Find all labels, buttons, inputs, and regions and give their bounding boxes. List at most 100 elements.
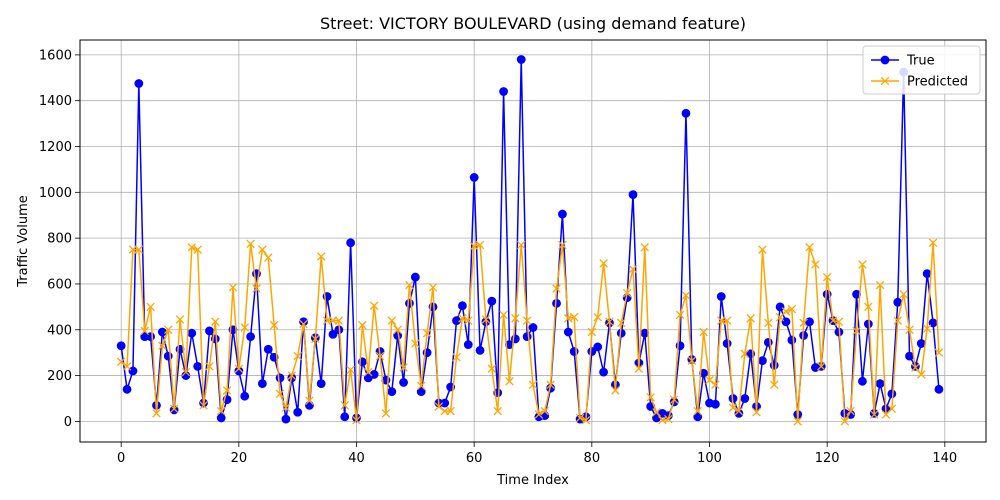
data-point-predicted xyxy=(375,351,385,361)
data-point-predicted xyxy=(599,259,608,268)
data-point-predicted xyxy=(781,307,791,316)
data-point-predicted xyxy=(787,304,797,314)
y-axis-label: Traffic Volume xyxy=(16,195,31,288)
y-tick-label: 200 xyxy=(47,369,72,384)
data-point-predicted xyxy=(646,393,655,402)
data-point-predicted xyxy=(464,316,473,325)
data-point-predicted xyxy=(181,367,191,377)
data-point-predicted xyxy=(917,370,926,379)
data-point-predicted xyxy=(505,377,514,386)
data-point-predicted xyxy=(634,364,644,373)
data-point-predicted xyxy=(305,396,314,406)
data-point-predicted xyxy=(158,341,167,351)
data-point-predicted xyxy=(822,272,832,282)
data-point-true xyxy=(858,376,867,386)
legend-item-predicted: Predicted xyxy=(871,75,968,90)
data-point-predicted xyxy=(728,403,738,412)
data-point-true xyxy=(863,319,873,329)
data-point-true xyxy=(516,55,526,64)
data-point-predicted xyxy=(693,406,702,416)
data-point-predicted xyxy=(163,325,173,335)
data-point-predicted xyxy=(746,314,755,323)
x-tick-label: 40 xyxy=(348,451,365,466)
data-point-predicted xyxy=(752,407,761,417)
data-point-predicted xyxy=(705,375,714,385)
data-point-predicted xyxy=(458,314,467,323)
data-point-predicted xyxy=(411,339,420,348)
data-point-predicted xyxy=(228,283,238,292)
data-point-true xyxy=(852,289,861,299)
data-point-true xyxy=(240,391,250,401)
legend-label: True xyxy=(906,54,935,69)
data-point-predicted xyxy=(905,325,914,335)
data-point-predicted xyxy=(834,317,844,327)
data-point-predicted xyxy=(764,318,773,328)
data-point-true xyxy=(128,366,138,376)
y-tick-label: 1400 xyxy=(39,94,72,109)
data-point-predicted xyxy=(887,404,897,414)
data-point-true xyxy=(316,379,326,388)
data-point-true xyxy=(916,339,926,348)
data-point-predicted xyxy=(911,363,920,372)
data-point-predicted xyxy=(581,415,591,425)
y-tick-label: 1200 xyxy=(39,140,72,155)
data-point-predicted xyxy=(452,352,461,362)
data-point-true xyxy=(887,389,897,399)
x-tick-label: 20 xyxy=(231,451,248,466)
data-point-predicted xyxy=(899,289,908,299)
data-point-predicted xyxy=(587,327,597,337)
data-point-predicted xyxy=(146,302,155,312)
data-point-true xyxy=(487,296,497,306)
y-tick-label: 800 xyxy=(47,232,72,247)
data-point-predicted xyxy=(875,280,885,290)
data-point-predicted xyxy=(475,240,485,250)
chart-title: Street: VICTORY BOULEVARD (using demand … xyxy=(320,14,746,33)
data-point-predicted xyxy=(811,260,820,269)
data-point-predicted xyxy=(516,240,526,250)
data-point-predicted xyxy=(340,401,349,410)
data-point-true xyxy=(499,87,508,96)
data-point-predicted xyxy=(669,395,679,404)
data-point-predicted xyxy=(681,291,691,300)
data-point-predicted xyxy=(817,362,826,371)
data-point-predicted xyxy=(928,238,938,247)
data-point-predicted xyxy=(793,417,802,426)
data-point-true xyxy=(528,323,538,332)
data-point-true xyxy=(410,272,420,282)
data-point-predicted xyxy=(552,284,561,293)
data-point-true xyxy=(187,328,197,338)
data-point-true xyxy=(257,379,267,388)
data-point-true xyxy=(469,173,479,182)
y-tick-label: 1000 xyxy=(39,186,72,201)
x-tick-label: 0 xyxy=(117,451,125,466)
data-point-predicted xyxy=(399,363,408,372)
data-point-predicted xyxy=(175,315,185,324)
data-point-predicted xyxy=(428,283,438,292)
data-point-true xyxy=(387,387,397,397)
data-point-predicted xyxy=(234,364,244,373)
data-point-true xyxy=(599,367,608,377)
data-point-predicted xyxy=(611,386,620,395)
data-point-predicted xyxy=(287,371,297,380)
x-tick-label: 140 xyxy=(932,451,957,466)
legend-item-true: True xyxy=(871,54,935,69)
data-point-predicted xyxy=(211,317,220,327)
data-point-true xyxy=(775,302,785,312)
data-point-predicted xyxy=(534,410,544,419)
data-point-true xyxy=(781,317,791,327)
x-tick-label: 60 xyxy=(466,451,483,466)
data-point-true xyxy=(558,209,567,219)
data-point-true xyxy=(593,342,603,352)
series-layer xyxy=(116,55,944,426)
data-point-predicted xyxy=(422,328,432,338)
x-tick-label: 120 xyxy=(815,451,840,466)
legend-marker xyxy=(880,76,890,86)
data-point-predicted xyxy=(869,410,879,419)
data-point-true xyxy=(716,292,726,301)
data-point-predicted xyxy=(169,404,179,414)
data-point-true xyxy=(475,345,485,355)
data-point-predicted xyxy=(152,409,161,418)
data-point-predicted xyxy=(616,318,626,328)
data-point-predicted xyxy=(652,407,661,417)
data-point-predicted xyxy=(711,380,720,389)
